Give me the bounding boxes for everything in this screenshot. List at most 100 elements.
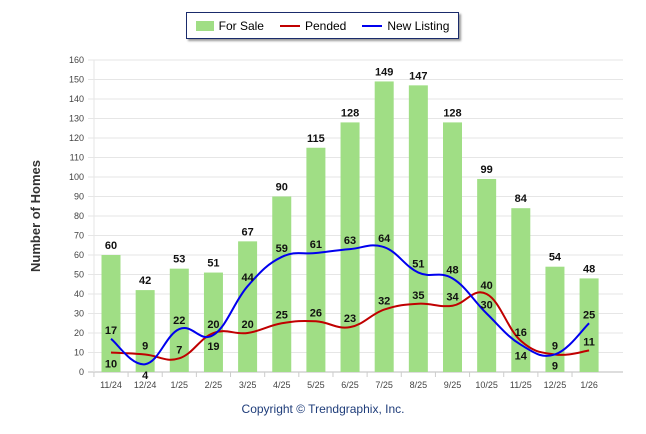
data-label-pended: 26 [310,307,322,319]
y-tick-label: 80 [74,211,84,221]
y-tick-label: 90 [74,192,84,202]
data-label-new-listing: 59 [276,243,288,255]
y-tick-label: 140 [69,94,84,104]
data-label-for-sale: 84 [515,193,528,205]
pended-swatch [279,24,300,27]
data-label-for-sale: 53 [173,254,185,266]
data-label-new-listing: 63 [344,235,356,247]
data-label-for-sale: 128 [341,107,359,119]
y-tick-label: 40 [74,289,84,299]
data-label-pended: 25 [276,309,288,321]
legend-item-pended[interactable]: Pended [279,18,347,33]
data-label-new-listing: 51 [412,259,424,271]
legend-item-new-listing[interactable]: New Listing [362,19,449,33]
y-tick-label: 100 [69,172,84,182]
data-label-new-listing: 48 [446,264,458,276]
data-label-pended: 23 [344,313,356,325]
x-tick-label: 8/25 [410,380,428,390]
data-label-for-sale: 51 [207,258,219,270]
y-tick-label: 150 [69,75,84,85]
y-tick-label: 30 [74,309,84,319]
bar-for-sale [579,278,599,372]
x-tick-label: 11/24 [100,380,122,390]
x-tick-label: 7/25 [375,380,393,390]
bar-for-sale [511,208,531,372]
data-label-pended: 9 [142,340,148,352]
bar-for-sale [169,268,189,372]
data-label-pended: 35 [412,290,424,302]
data-label-for-sale: 147 [409,70,427,82]
data-label-pended: 16 [515,327,527,339]
x-tick-label: 1/25 [171,380,189,390]
data-label-new-listing: 30 [481,300,493,312]
bar-for-sale [238,241,258,372]
data-label-pended: 20 [207,319,219,331]
x-tick-label: 9/25 [444,380,462,390]
bar-for-sale [408,85,428,372]
plot-area: Number of Homes 0 10 20 30 40 50 60 70 80 90 100 11… [28,55,623,390]
y-tick-label: 130 [69,114,84,124]
legend-label: For Sale [218,18,264,33]
y-axis-label: Number of Homes [28,160,43,272]
data-label-pended: 9 [552,340,558,352]
y-tick-label: 110 [70,153,84,163]
x-tick-label: 10/25 [475,380,498,390]
data-label-for-sale: 48 [583,263,595,275]
legend-label: Pended [304,18,347,33]
data-label-pended: 32 [378,296,390,308]
data-label-new-listing: 44 [241,272,254,284]
data-label-pended: 20 [241,319,253,331]
x-tick-label: 12/25 [544,380,567,390]
data-label-new-listing: 14 [515,351,528,363]
data-label-for-sale: 90 [276,182,288,194]
bar-for-sale [272,196,292,372]
data-label-for-sale: 128 [443,107,461,119]
bar-for-sale [340,122,360,373]
x-tick-label: 2/25 [205,380,223,390]
y-tick-label: 50 [74,270,84,280]
data-label-for-sale: 60 [105,240,117,252]
bar-for-sale [203,272,223,372]
bar-for-sale [477,178,497,372]
legend-label: New Listing [387,18,450,33]
data-label-for-sale: 67 [241,226,253,238]
x-tick-label: 1/26 [580,380,598,390]
x-tick-label: 6/25 [341,380,359,390]
data-label-for-sale: 99 [481,164,493,176]
x-tick-label: 11/25 [510,380,532,390]
y-tick-label: 160 [69,55,84,65]
data-label-for-sale: 54 [549,252,562,264]
data-label-new-listing: 22 [173,315,185,327]
data-label-new-listing: 9 [552,360,558,372]
x-tick-label: 12/24 [134,380,157,390]
copyright: Copyright © Trendgraphix, Inc. [241,402,405,416]
y-tick-label: 120 [69,133,84,143]
bar-for-sale [545,266,565,372]
line-new-listing [110,244,590,366]
legend-item-for-sale[interactable]: For Sale [195,18,264,33]
for-sale-swatch [195,20,214,31]
bar-for-sale [306,147,326,372]
new-listing-swatch [362,24,383,27]
data-label-for-sale: 149 [375,66,393,78]
y-tick-label: 10 [74,348,84,358]
y-tick-label: 20 [74,328,84,338]
data-label-for-sale: 42 [139,275,151,287]
data-label-new-listing: 17 [105,325,117,337]
data-label-for-sale: 115 [307,133,325,145]
data-label-pended: 10 [105,359,117,371]
data-label-new-listing: 61 [310,239,322,251]
data-label-new-listing: 4 [142,370,149,382]
x-tick-label: 5/25 [307,380,325,390]
data-label-pended: 40 [481,280,493,292]
bar-for-sale [135,290,155,372]
x-tick-label: 3/25 [239,380,257,390]
y-tick-label: 60 [74,250,84,260]
data-label-pended: 11 [583,337,595,349]
x-tick-label: 4/25 [273,380,291,390]
legend: For Sale Pended New Listing [186,12,459,39]
bar-for-sale [101,255,121,372]
bar-for-sale [443,122,462,373]
line-pended [110,291,590,361]
